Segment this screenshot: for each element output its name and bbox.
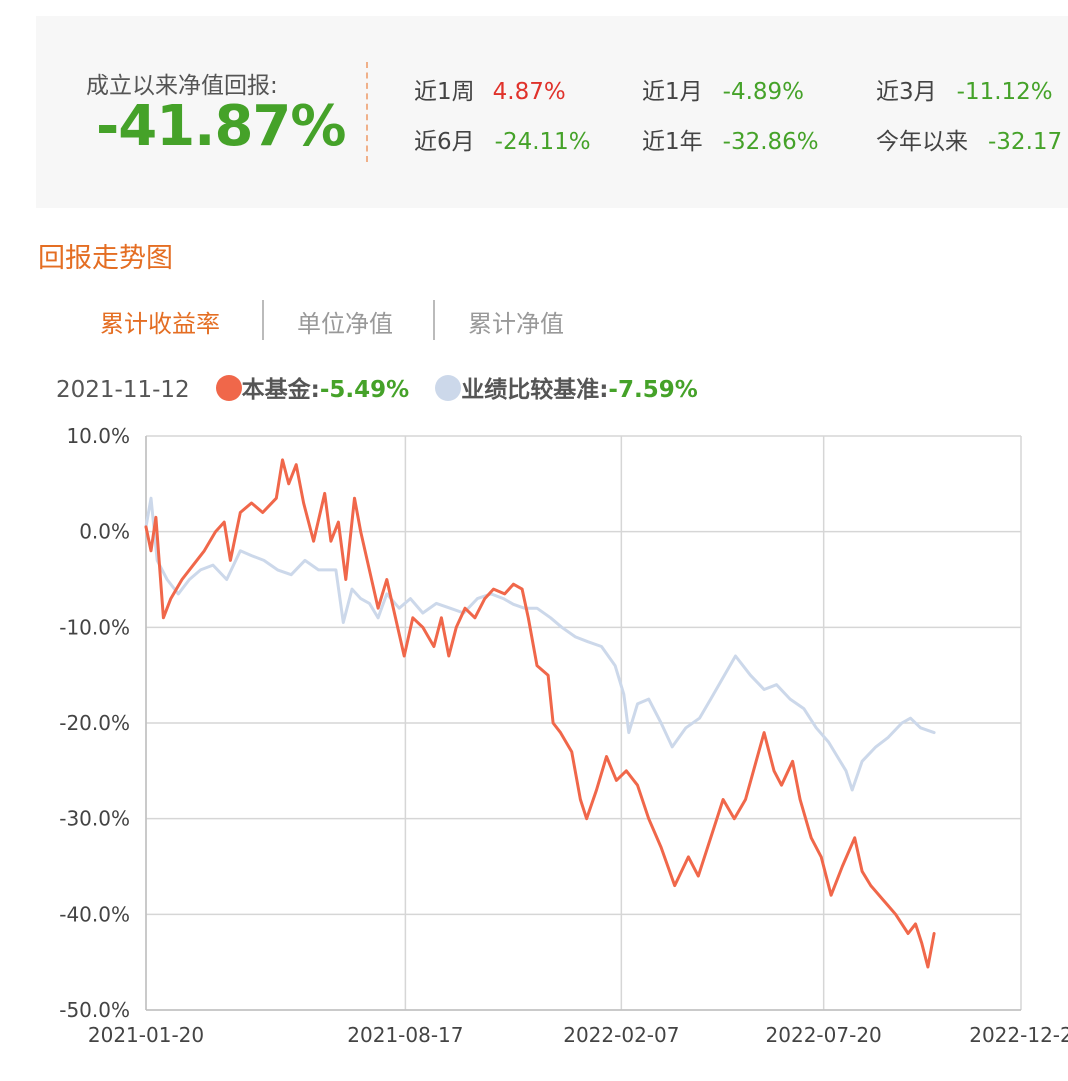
period-label: 近6月 xyxy=(414,129,475,155)
period-value: 4.87% xyxy=(492,79,566,105)
period-return-6m: 近6月 -24.11% xyxy=(414,122,591,156)
period-value: -32.86% xyxy=(722,129,819,155)
benchmark-legend-label: 业绩比较基准: xyxy=(461,377,609,403)
y-tick-label: 0.0% xyxy=(79,520,130,544)
y-tick-label: -20.0% xyxy=(59,711,130,735)
x-tick-label: 2021-08-17 xyxy=(347,1023,463,1047)
summary-divider xyxy=(366,62,368,162)
y-tick-label: -40.0% xyxy=(59,902,130,926)
tab-unit-nav[interactable]: 单位净值 xyxy=(297,310,393,338)
period-label: 近3月 xyxy=(876,79,937,105)
period-value: -24.11% xyxy=(494,129,591,155)
x-tick-label: 2022-07-20 xyxy=(766,1023,882,1047)
benchmark-legend-value: -7.59% xyxy=(608,377,698,403)
period-return-1y: 近1年 -32.86% xyxy=(642,122,819,156)
fund-legend-marker xyxy=(215,375,242,401)
since-inception-value: -41.87% xyxy=(96,94,346,159)
period-return-1m: 近1月 -4.89% xyxy=(642,72,804,106)
y-tick-label: -50.0% xyxy=(59,998,130,1022)
period-return-1w: 近1周 4.87% xyxy=(414,72,566,106)
period-label: 今年以来 xyxy=(876,129,968,155)
tab-cumulative-nav[interactable]: 累计净值 xyxy=(468,310,564,338)
period-value: -11.12% xyxy=(956,79,1053,105)
period-return-3m: 近3月 -11.12% xyxy=(876,72,1053,106)
fund-legend-label: 本基金: xyxy=(241,377,320,403)
since-inception-label: 成立以来净值回报: xyxy=(86,73,278,99)
period-return-ytd: 今年以来 -32.17 xyxy=(876,122,1062,156)
period-label: 近1月 xyxy=(642,79,703,105)
legend-date: 2021-11-12 xyxy=(56,377,190,403)
y-tick-label: -30.0% xyxy=(59,807,130,831)
y-tick-label: -10.0% xyxy=(59,615,130,639)
x-tick-label: 2022-12-2 xyxy=(969,1023,1068,1047)
period-label: 近1周 xyxy=(414,79,475,105)
x-tick-label: 2021-01-20 xyxy=(88,1023,204,1047)
benchmark-legend-marker xyxy=(435,375,462,401)
period-value: -32.17 xyxy=(988,129,1063,155)
tab-separator xyxy=(262,300,264,340)
benchmark-series-line xyxy=(144,496,936,792)
period-value: -4.89% xyxy=(722,79,805,105)
period-label: 近1年 xyxy=(642,129,703,155)
section-title: 回报走势图 xyxy=(38,243,173,274)
returns-summary-panel: 成立以来净值回报: -41.87% 近1周 4.87% 近1月 -4.89% 近3月… xyxy=(36,16,1068,208)
y-tick-label: 10.0% xyxy=(66,424,130,448)
fund-legend-value: -5.49% xyxy=(319,377,410,403)
tab-separator xyxy=(433,300,435,340)
x-tick-label: 2022-02-07 xyxy=(563,1023,679,1047)
fund-series-line xyxy=(144,458,936,969)
tab-cumulative-return[interactable]: 累计收益率 xyxy=(100,310,220,338)
chart-legend: 2021-11-12 本基金:-5.49% 业绩比较基准:-7.59% xyxy=(56,370,698,404)
